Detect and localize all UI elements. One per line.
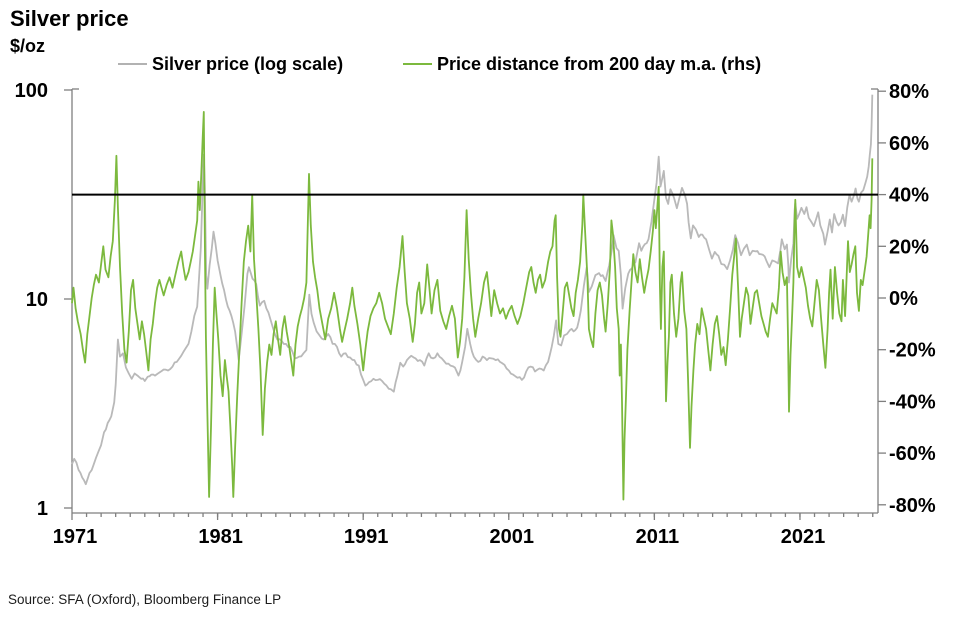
y-axis-left-tick-label: 10 <box>26 289 48 311</box>
y-axis-right-tick-label: -40% <box>889 391 936 413</box>
legend-item-silver-price: Silver price (log scale) <box>118 54 343 74</box>
x-axis-tick-label: 1991 <box>344 526 389 548</box>
y-axis-right-tick-label: 80% <box>889 81 929 103</box>
x-axis-tick-label: 1981 <box>198 526 243 548</box>
y-axis-left-tick-label: 100 <box>15 80 48 102</box>
silver-price-line <box>71 94 874 486</box>
x-axis-tick-label: 2021 <box>781 526 826 548</box>
y-axis-right-tick-label: -80% <box>889 495 936 517</box>
axes <box>64 88 886 520</box>
y-axis-unit-label: $/oz <box>10 36 46 56</box>
x-axis-tick-label: 2011 <box>636 526 679 548</box>
y-axis-left-tick-label: 1 <box>37 498 48 520</box>
price-distance-line <box>71 111 874 501</box>
y-axis-right-tick-label: -20% <box>889 340 936 362</box>
y-axis-right-tick-label: 0% <box>889 288 918 310</box>
x-axis-tick-label: 2001 <box>490 526 535 548</box>
x-axis-tick-label: 1971 <box>53 526 98 548</box>
legend-item-price-distance: Price distance from 200 day m.a. (rhs) <box>403 54 761 74</box>
y-axis-right-tick-label: 20% <box>889 236 929 258</box>
y-axis-right-tick-label: 60% <box>889 133 929 155</box>
source-note: Source: SFA (Oxford), Bloomberg Finance … <box>8 592 282 607</box>
legend-line-swatch-silver <box>118 63 147 65</box>
y-axis-right-tick-label: 40% <box>889 185 929 207</box>
legend-label-price-distance: Price distance from 200 day m.a. (rhs) <box>437 53 762 74</box>
y-axis-right-tick-label: -60% <box>889 443 936 465</box>
legend-line-swatch-distance <box>403 63 432 65</box>
chart-title: Silver price <box>10 6 129 31</box>
legend-label-silver-price: Silver price (log scale) <box>152 53 344 74</box>
